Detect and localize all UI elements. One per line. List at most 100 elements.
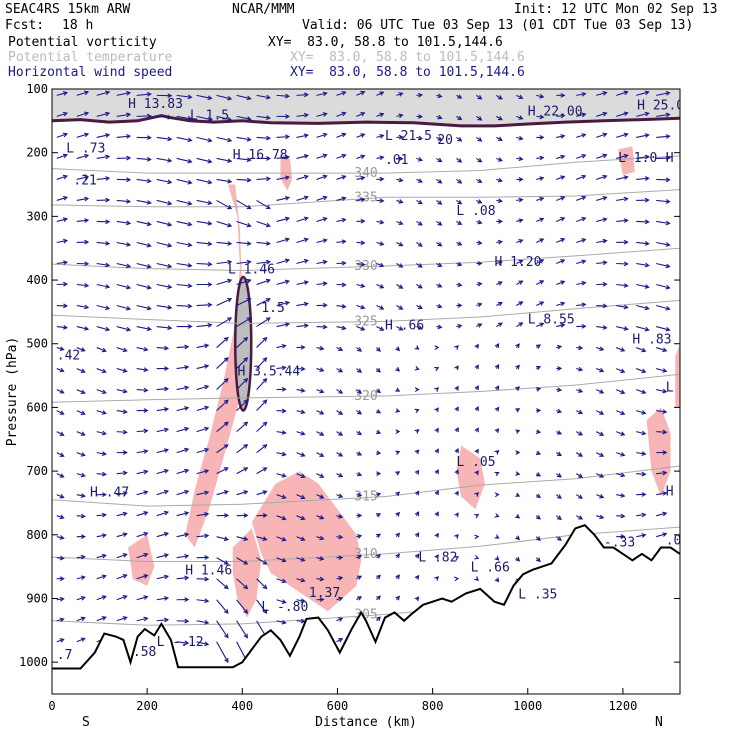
wind-vector-head — [243, 536, 249, 542]
wind-vector-head — [163, 531, 170, 537]
wind-vector-head — [602, 111, 608, 117]
wind-vector-head — [620, 410, 626, 416]
wind-vector-head — [497, 198, 503, 204]
wind-vector — [196, 470, 209, 475]
wind-vector-head — [322, 112, 328, 117]
wind-vector — [336, 218, 346, 223]
wind-vector — [156, 304, 172, 309]
wind-vector-head — [143, 469, 149, 475]
wind-vector-head — [474, 492, 479, 497]
wind-vector — [536, 115, 544, 118]
wind-vector-head — [494, 406, 500, 412]
wind-vector-head — [204, 490, 210, 496]
wind-vector-head — [474, 405, 479, 412]
wind-vector-head — [227, 222, 233, 228]
wind-vector — [76, 431, 85, 436]
wind-vector — [136, 470, 148, 475]
x-tick-label: 600 — [327, 699, 349, 713]
wind-vector — [276, 280, 290, 286]
wind-vector-head — [122, 511, 128, 517]
wind-vector — [316, 557, 324, 560]
wind-vector-head — [599, 514, 605, 520]
wind-vector-head — [105, 133, 111, 138]
wind-vector — [336, 154, 346, 159]
wind-vector — [656, 368, 667, 372]
wind-vector-head — [620, 493, 626, 498]
wind-vector-head — [207, 282, 213, 287]
x-axis-label: Distance (km) — [315, 715, 417, 730]
wind-vector — [616, 494, 625, 497]
wind-vector — [276, 473, 286, 477]
wind-vector — [616, 91, 628, 96]
wind-vector-head — [644, 326, 650, 332]
wind-vector-head — [379, 326, 385, 331]
wind-vector-head — [644, 284, 650, 289]
wind-vector — [236, 444, 248, 454]
wind-vector-head — [417, 284, 423, 289]
wind-vector-head — [477, 95, 483, 100]
wind-vector — [556, 176, 565, 180]
wind-vector-head — [59, 410, 65, 415]
wind-vector-head — [265, 317, 271, 322]
wind-vector-head — [457, 199, 463, 205]
theta-contour-label: 315 — [354, 490, 377, 505]
wind-vector-head — [457, 137, 463, 142]
wind-vector-head — [143, 552, 149, 558]
wind-vector — [216, 241, 232, 245]
wind-vector-head — [223, 490, 229, 495]
wind-vector-head — [207, 137, 213, 143]
wind-vector — [296, 557, 305, 562]
wind-vector-head — [146, 305, 152, 311]
wind-vector-head — [556, 408, 563, 414]
wind-vector-head — [535, 514, 541, 520]
wind-vector-head — [223, 609, 229, 614]
wind-vector-head — [163, 489, 170, 495]
south-label: S — [82, 715, 90, 730]
wind-vector-head — [284, 175, 291, 181]
y-tick-label: 1000 — [19, 655, 48, 669]
wind-vector-head — [560, 196, 566, 201]
wind-vector — [376, 220, 384, 224]
wind-vector-head — [535, 493, 541, 499]
pv-anomaly-patch — [280, 152, 293, 191]
wind-vector-head — [395, 595, 400, 601]
wind-vector-head — [560, 92, 566, 98]
wind-vector — [276, 136, 289, 138]
wind-vector-head — [623, 132, 629, 138]
wind-vector — [356, 91, 365, 96]
wind-vector-head — [300, 344, 306, 350]
wind-vector — [136, 368, 148, 371]
wind-vector-head — [163, 553, 170, 558]
wind-vector-head — [84, 261, 90, 267]
wind-vector-head — [518, 94, 524, 100]
wind-vector — [316, 578, 324, 580]
wind-vector — [116, 410, 127, 413]
wind-vector-head — [379, 176, 385, 182]
wind-vector-head — [360, 240, 366, 246]
wind-vector-head — [167, 200, 173, 206]
wind-vector-head — [662, 532, 668, 537]
wind-vector-head — [602, 238, 608, 244]
wind-vector-head — [204, 641, 210, 647]
wind-vector — [176, 346, 189, 349]
wind-vector-head — [494, 492, 500, 498]
north-label: N — [655, 715, 663, 730]
wind-vector — [616, 197, 628, 201]
wind-vector — [176, 407, 189, 412]
wind-vector-head — [599, 389, 605, 394]
wind-vector — [156, 157, 172, 162]
wind-vector-head — [437, 324, 443, 330]
wind-vector-head — [143, 574, 149, 579]
wind-vector-head — [281, 408, 287, 414]
wind-vector-head — [284, 322, 291, 327]
y-tick-label: 200 — [26, 146, 48, 160]
wind-vector-head — [281, 494, 287, 500]
wind-vector — [116, 472, 127, 475]
wind-vector-head — [59, 555, 65, 561]
wind-vector-head — [84, 175, 90, 180]
wind-vector — [536, 238, 544, 243]
wind-vector — [176, 469, 189, 475]
wind-vector-head — [146, 113, 152, 119]
wind-vector — [76, 326, 89, 330]
wind-vector-head — [437, 262, 443, 267]
